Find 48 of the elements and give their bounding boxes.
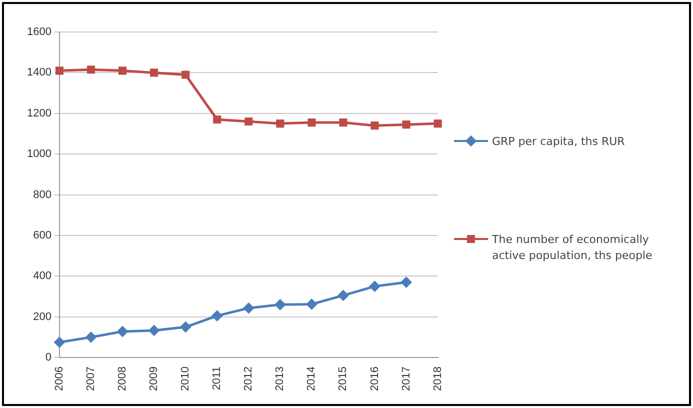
point [339, 118, 348, 127]
point [276, 120, 284, 128]
point [370, 122, 379, 130]
point [86, 66, 96, 74]
y-tick-label: 1400 [26, 66, 52, 79]
point [434, 120, 442, 128]
x-tick-label: 2006 [54, 366, 66, 392]
y-tick-label: 1200 [26, 107, 52, 120]
x-tick-label: 2009 [148, 366, 160, 392]
x-tick-label: 2012 [242, 366, 255, 392]
point [180, 322, 192, 333]
point [54, 336, 65, 348]
x-tick-label: 2007 [85, 366, 98, 392]
x-tick-label: 2017 [400, 366, 412, 392]
point [118, 66, 127, 75]
y-tick-label: 1600 [26, 26, 52, 38]
y-tick-label: 1000 [26, 148, 52, 160]
x-tick-label: 2013 [274, 366, 286, 392]
x-tick-label: 2014 [306, 366, 318, 392]
x-tick-label: 2016 [368, 366, 381, 392]
legend-label: GRP per capita, ths RUR [492, 134, 626, 150]
point [400, 276, 412, 288]
point [213, 115, 222, 124]
point [243, 302, 254, 314]
y-tick-label: 200 [33, 310, 52, 323]
y-tick-label: 600 [33, 229, 52, 242]
x-tick-label: 2008 [116, 366, 129, 392]
point [212, 310, 223, 322]
point [117, 326, 128, 337]
point [338, 290, 349, 301]
point [369, 280, 380, 292]
point [148, 324, 160, 336]
y-tick-label: 400 [33, 270, 52, 282]
y-tick-label: 0 [45, 352, 52, 364]
y-tick-label: 800 [33, 188, 52, 201]
point [306, 298, 318, 310]
x-tick-label: 2018 [432, 366, 444, 392]
x-tick-label: 2011 [211, 366, 224, 390]
point [150, 68, 158, 77]
x-tick-label: 2015 [337, 366, 350, 392]
x-tick-label: 2010 [180, 366, 192, 392]
point [182, 70, 190, 79]
point [308, 118, 316, 127]
point [244, 117, 253, 126]
legend-label: The number of economically active population, ths people [492, 232, 654, 264]
point [86, 332, 96, 343]
point [402, 120, 410, 129]
point [274, 299, 286, 310]
